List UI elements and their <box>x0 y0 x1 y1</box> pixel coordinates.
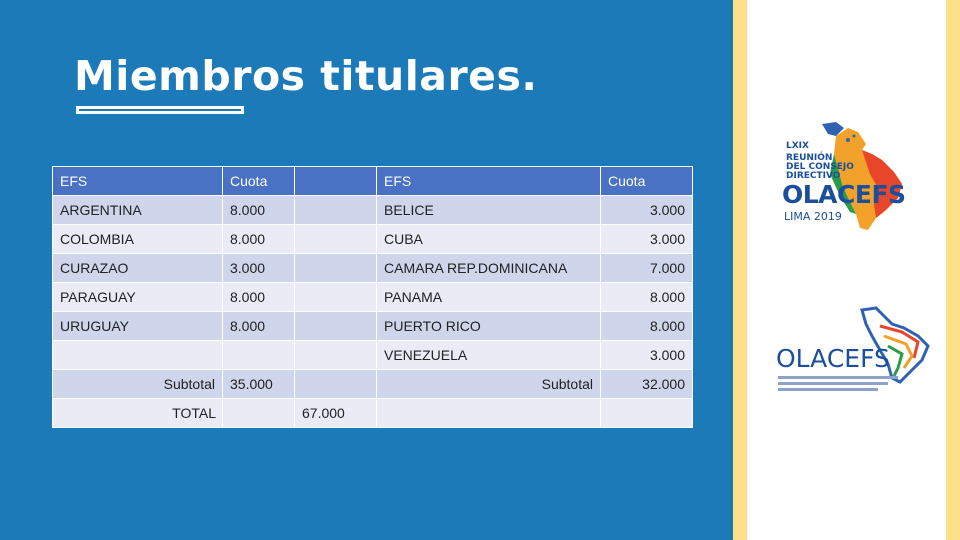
country-cell: COLOMBIA <box>52 224 223 254</box>
quota-cell: 3.000 <box>600 340 693 370</box>
slide-title: Miembros titulares. <box>74 52 538 100</box>
country-cell: ARGENTINA <box>52 195 223 225</box>
header-cuota-right: Cuota <box>600 166 693 196</box>
total-label: TOTAL <box>52 398 223 428</box>
accent-strip-right <box>946 0 960 540</box>
spacer-cell <box>294 282 377 312</box>
table-header-row: EFS Cuota EFS Cuota <box>52 166 693 196</box>
total-value: 67.000 <box>294 398 377 428</box>
quota-cell: 8.000 <box>600 311 693 341</box>
table-row: COLOMBIA 8.000 CUBA 3.000 <box>52 224 693 254</box>
quota-cell: 3.000 <box>600 224 693 254</box>
country-cell: PANAMA <box>376 282 601 312</box>
country-cell: BELICE <box>376 195 601 225</box>
subtotal-label-left: Subtotal <box>52 369 223 399</box>
logo-tagline-line <box>778 382 888 385</box>
logo-tagline-line <box>778 376 898 379</box>
logo-name: OLACEFS <box>776 344 890 373</box>
subtotal-value-right: 32.000 <box>600 369 693 399</box>
logo-panel <box>747 0 960 540</box>
spacer-cell <box>294 369 377 399</box>
quota-cell: 8.000 <box>222 311 295 341</box>
olacefs-lima-logo: LXIX REUNIÓN DEL CONSEJO DIRECTIVO OLACE… <box>778 114 918 234</box>
logo-line-1: LXIX <box>786 141 809 151</box>
table-row: CURAZAO 3.000 CAMARA REP.DOMINICANA 7.00… <box>52 253 693 283</box>
spacer-cell <box>294 253 377 283</box>
quota-cell: 8.000 <box>222 282 295 312</box>
spacer-cell <box>294 311 377 341</box>
country-cell: CUBA <box>376 224 601 254</box>
quota-cell: 8.000 <box>222 224 295 254</box>
title-underline <box>76 106 244 114</box>
accent-strip <box>733 0 747 540</box>
country-cell: PARAGUAY <box>52 282 223 312</box>
country-cell <box>52 340 223 370</box>
table-row: PARAGUAY 8.000 PANAMA 8.000 <box>52 282 693 312</box>
logo-line-4: DIRECTIVO <box>786 171 841 181</box>
header-spacer <box>294 166 377 196</box>
country-cell: PUERTO RICO <box>376 311 601 341</box>
quota-cell: 7.000 <box>600 253 693 283</box>
quota-cell: 8.000 <box>222 195 295 225</box>
header-efs-right: EFS <box>376 166 601 196</box>
logo-place: LIMA 2019 <box>784 210 842 223</box>
quota-cell: 3.000 <box>222 253 295 283</box>
country-cell: CAMARA REP.DOMINICANA <box>376 253 601 283</box>
total-row: TOTAL 67.000 <box>52 398 693 428</box>
table-row: VENEZUELA 3.000 <box>52 340 693 370</box>
quota-cell: 3.000 <box>600 195 693 225</box>
spacer-cell <box>294 224 377 254</box>
country-cell: CURAZAO <box>52 253 223 283</box>
logo-name: OLACEFS <box>782 180 906 209</box>
spacer-cell <box>294 195 377 225</box>
subtotal-row: Subtotal 35.000 Subtotal 32.000 <box>52 369 693 399</box>
spacer-cell <box>600 398 693 428</box>
table-row: ARGENTINA 8.000 BELICE 3.000 <box>52 195 693 225</box>
header-cuota-left: Cuota <box>222 166 295 196</box>
subtotal-label-right: Subtotal <box>376 369 601 399</box>
logo-tagline-line <box>778 388 878 391</box>
spacer-cell <box>376 398 601 428</box>
subtotal-value-left: 35.000 <box>222 369 295 399</box>
spacer-cell <box>294 340 377 370</box>
olacefs-logo: OLACEFS <box>772 306 937 396</box>
members-table: EFS Cuota EFS Cuota ARGENTINA 8.000 BELI… <box>52 166 693 428</box>
country-cell: VENEZUELA <box>376 340 601 370</box>
quota-cell: 8.000 <box>600 282 693 312</box>
spacer-cell <box>222 398 295 428</box>
olacefs-map-icon <box>860 306 930 384</box>
country-cell: URUGUAY <box>52 311 223 341</box>
latin-america-map-icon <box>822 122 902 230</box>
logo-line-2: REUNIÓN <box>786 153 833 163</box>
table-row: URUGUAY 8.000 PUERTO RICO 8.000 <box>52 311 693 341</box>
quota-cell <box>222 340 295 370</box>
logo-line-3: DEL CONSEJO <box>786 162 854 172</box>
header-efs-left: EFS <box>52 166 223 196</box>
